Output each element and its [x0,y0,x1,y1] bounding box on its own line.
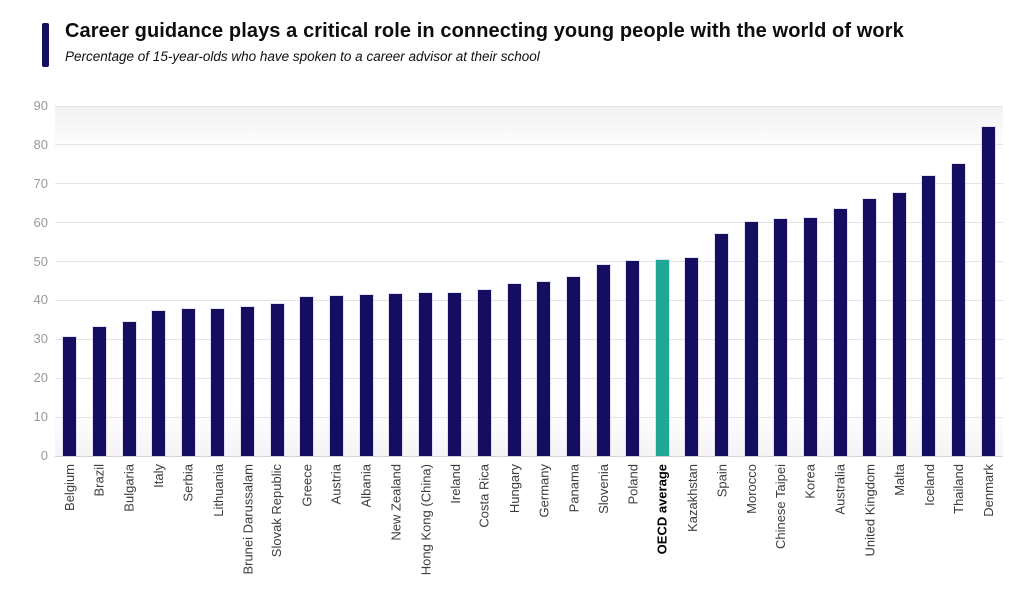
gridline-30 [55,338,1003,340]
chart-header: Career guidance plays a critical role in… [42,20,904,67]
y-tick-label-50: 50 [33,253,48,269]
bar-korea[interactable] [803,218,817,456]
bar-austria[interactable] [329,295,343,456]
bar-albania[interactable] [359,295,373,456]
bar-belgium[interactable] [63,336,77,456]
x-label-serbia: Serbia [180,464,196,502]
y-tick-label-20: 20 [33,370,48,386]
bar-costa-rica[interactable] [478,289,492,456]
x-label-italy: Italy [151,464,167,488]
gridline-10 [55,416,1003,418]
bar-greece[interactable] [300,296,314,456]
x-label-slovenia: Slovenia [595,464,611,514]
x-label-australia: Australia [832,464,848,515]
x-label-united-kingdom: United Kingdom [862,464,878,557]
x-label-thailand: Thailand [951,464,967,514]
x-label-new-zealand: New Zealand [388,464,404,541]
bar-germany[interactable] [537,281,551,456]
x-label-iceland: Iceland [921,464,937,506]
x-label-denmark: Denmark [980,464,996,517]
bar-oecd-average[interactable] [655,260,669,456]
bar-poland[interactable] [626,261,640,456]
y-tick-label-40: 40 [33,292,48,308]
gridline-70 [55,183,1003,185]
x-label-malta: Malta [891,464,907,496]
x-label-brunei-darussalam: Brunei Darussalam [240,464,256,575]
x-label-lithuania: Lithuania [210,464,226,517]
x-label-hong-kong-china: Hong Kong (China) [417,464,433,576]
x-label-costa-rica: Costa Rica [477,464,493,528]
x-label-greece: Greece [299,464,315,507]
x-label-spain: Spain [714,464,730,498]
bar-iceland[interactable] [922,176,936,456]
bar-united-kingdom[interactable] [863,198,877,456]
bar-spain[interactable] [715,233,729,456]
x-label-germany: Germany [536,464,552,518]
x-label-brazil: Brazil [91,464,107,497]
gridline-80 [55,144,1003,146]
bar-lithuania[interactable] [211,308,225,456]
bar-bulgaria[interactable] [122,321,136,456]
bar-brazil[interactable] [92,326,106,456]
x-label-oecd-average: OECD average [654,464,670,555]
y-tick-label-80: 80 [33,136,48,152]
y-tick-label-10: 10 [33,409,48,425]
bar-italy[interactable] [152,311,166,456]
x-label-slovak-republic: Slovak Republic [269,464,285,558]
bar-australia[interactable] [833,208,847,456]
gridline-0 [55,455,1003,457]
bar-panama[interactable] [566,276,580,456]
bar-ireland[interactable] [448,292,462,456]
bar-brunei-darussalam[interactable] [241,307,255,456]
bar-hungary[interactable] [507,284,521,456]
bar-slovenia[interactable] [596,265,610,456]
x-label-morocco: Morocco [743,464,759,514]
x-label-belgium: Belgium [62,464,78,511]
y-tick-label-90: 90 [33,98,48,113]
x-label-korea: Korea [802,464,818,499]
bar-hong-kong-china[interactable] [418,293,432,456]
x-label-chinese-taipei: Chinese Taipei [773,464,789,550]
bar-new-zealand[interactable] [389,294,403,456]
bar-slovak-republic[interactable] [270,303,284,456]
gridline-50 [55,261,1003,263]
gridline-60 [55,222,1003,224]
x-label-bulgaria: Bulgaria [121,464,137,512]
bar-serbia[interactable] [181,309,195,456]
chart-subtitle: Percentage of 15-year-olds who have spok… [65,49,540,64]
bar-morocco[interactable] [744,222,758,456]
gridline-90 [55,105,1003,107]
gridline-20 [55,377,1003,379]
y-tick-label-30: 30 [33,331,48,347]
bar-denmark[interactable] [981,127,995,456]
bar-chinese-taipei[interactable] [774,218,788,456]
title-accent-bar [42,23,49,67]
bar-kazakhstan[interactable] [685,258,699,456]
y-tick-label-70: 70 [33,175,48,191]
x-label-albania: Albania [358,464,374,508]
x-label-austria: Austria [328,464,344,505]
x-label-panama: Panama [565,464,581,513]
y-tick-label-60: 60 [33,214,48,230]
x-label-poland: Poland [625,464,641,505]
gridline-40 [55,299,1003,301]
x-label-ireland: Ireland [447,464,463,504]
plot-area [55,105,1003,457]
bar-thailand[interactable] [952,163,966,456]
bar-malta[interactable] [892,192,906,456]
x-label-kazakhstan: Kazakhstan [684,464,700,532]
chart-title: Career guidance plays a critical role in… [65,20,904,42]
y-tick-label-0: 0 [40,448,48,463]
x-label-hungary: Hungary [506,464,522,514]
